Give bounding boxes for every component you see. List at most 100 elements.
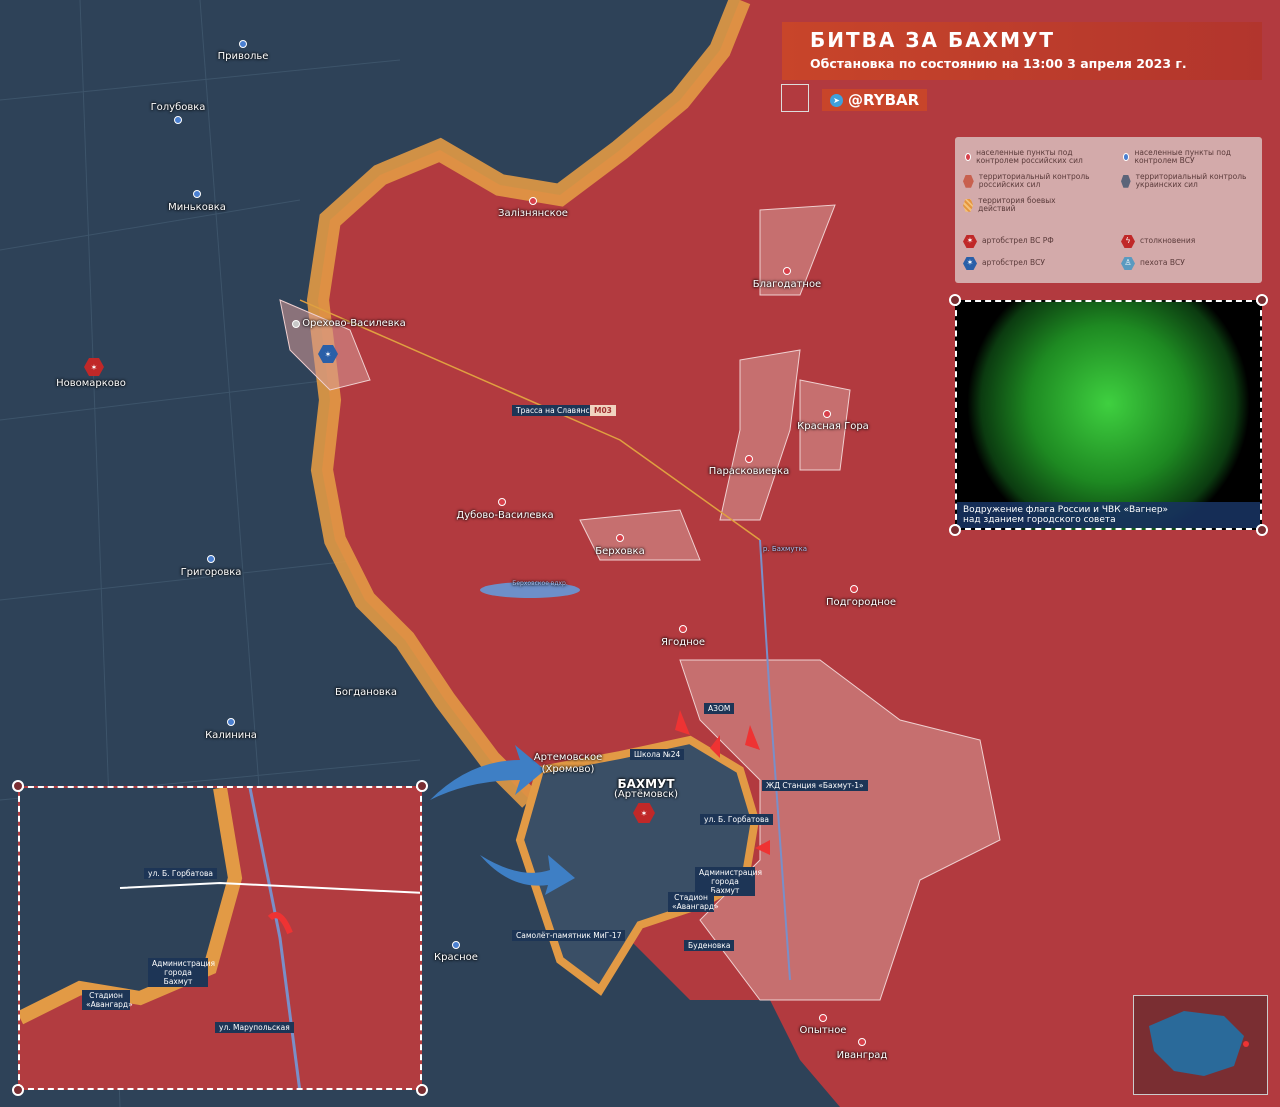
ua-settlement-icon xyxy=(239,40,247,48)
poi-label: Стадион «Авангард» xyxy=(82,990,133,1010)
ru-settlement-icon xyxy=(616,534,624,542)
channel-badge: ➤ @RYBAR xyxy=(822,89,928,111)
ru-artillery-icon: ✶ xyxy=(633,803,655,823)
settlement-label: Залізнянское xyxy=(498,208,568,219)
inset-corner xyxy=(416,780,428,792)
settlement-label: Красное xyxy=(434,952,478,963)
ua-settlement-icon xyxy=(227,718,235,726)
hatched-hexagon-icon xyxy=(963,198,974,212)
ua-settlement-icon xyxy=(207,555,215,563)
city-label-alt: (Артёмовск) xyxy=(613,789,679,800)
arrows-ua-infantry xyxy=(430,745,575,895)
overview-minimap xyxy=(1133,995,1268,1095)
inset-map[interactable]: ул. Б. Горбатова Администрация города Ба… xyxy=(18,786,422,1090)
decor-square xyxy=(781,84,809,112)
settlement-label: Голубовка xyxy=(150,102,206,113)
ua-artillery-icon: ✶ xyxy=(318,345,338,363)
gray-hexagon-icon xyxy=(1121,174,1131,188)
settlement-label: Парасковиевка xyxy=(708,466,790,477)
channel-name: @RYBAR xyxy=(848,91,920,109)
settlement-label: Красная Гора xyxy=(797,421,869,432)
settlement-label: Благодатное xyxy=(752,279,822,290)
bakhmutka-river xyxy=(759,539,791,981)
poi-label: Администрация города Бахмут xyxy=(148,958,215,987)
ru-settlement-icon xyxy=(850,585,858,593)
settlement-icon xyxy=(292,320,300,328)
title-banner: БИТВА ЗА БАХМУТ Обстановка по состоянию … xyxy=(782,22,1262,80)
inset-corner xyxy=(416,1084,428,1096)
ru-settlement-icon xyxy=(529,197,537,205)
legend-label: населенные пункты под контролем российск… xyxy=(976,148,1083,166)
settlement-label: Григоровка xyxy=(180,567,242,578)
legend-label: артобстрел ВСУ xyxy=(982,258,1045,268)
reservoir-label: Берховское вдхр. xyxy=(512,580,568,587)
settlement-label: Берховка xyxy=(595,546,645,557)
field-grid xyxy=(0,0,421,1107)
ru-settlement-icon xyxy=(858,1038,866,1046)
photo-corner xyxy=(1256,524,1268,536)
ua-settlement-icon xyxy=(193,190,201,198)
ru-settlement-icon xyxy=(819,1014,827,1022)
road-number-badge: М03 xyxy=(590,405,616,416)
map-title: БИТВА ЗА БАХМУТ xyxy=(810,28,1056,52)
clash-icon: ϟ xyxy=(1121,235,1135,248)
poi-label: Буденовка xyxy=(684,940,735,951)
settlement-label: Приволье xyxy=(217,51,269,62)
inset-canvas xyxy=(20,788,420,1088)
legend-label: пехота ВСУ xyxy=(1140,258,1185,268)
settlement-label: Подгородное xyxy=(825,597,897,608)
settlement-label: Опытное xyxy=(799,1025,847,1036)
infantry-icon: ♙ xyxy=(1121,257,1135,270)
legend-label: артобстрел ВС РФ xyxy=(982,236,1054,246)
legend-label: территориальный контроль украинских сил xyxy=(1135,172,1247,190)
photo-night-vision[interactable]: Водружение флага России и ЧВК «Вагнер» на… xyxy=(955,300,1262,530)
caption-line: Водружение флага России и ЧВК «Вагнер» xyxy=(963,505,1169,515)
berkhovka-reservoir xyxy=(480,582,580,598)
photo-caption: Водружение флага России и ЧВК «Вагнер» на… xyxy=(957,502,1260,528)
settlement-label: (Хромово) xyxy=(541,764,595,775)
inset-corner xyxy=(12,780,24,792)
ua-settlement-icon xyxy=(452,941,460,949)
poi-label: Самолёт-памятник МиГ-17 xyxy=(512,930,626,941)
settlement-label: Ивангрaд xyxy=(836,1050,888,1061)
ru-artillery-icon: ✶ xyxy=(84,358,104,376)
blue-dot-icon xyxy=(1123,153,1130,162)
ru-settlement-icon xyxy=(823,410,831,418)
legend: населенные пункты под контролем российск… xyxy=(955,137,1262,283)
ru-settlement-icon xyxy=(498,498,506,506)
ru-settlement-icon xyxy=(783,267,791,275)
city-label: БАХМУТ xyxy=(617,777,675,791)
photo-corner xyxy=(949,524,961,536)
legend-label: территория боевых действий xyxy=(978,196,1056,214)
settlement-label: Ягодное xyxy=(660,637,706,648)
settlement-label: Богдановка xyxy=(335,687,397,698)
legend-label: столкновения xyxy=(1140,236,1196,246)
road-label: Трасса на Славянск xyxy=(512,405,599,416)
m03-road xyxy=(299,299,761,541)
settlement-label: Орехово-Василевка xyxy=(302,318,406,329)
arrows-ru-attack xyxy=(675,710,770,855)
street-label: ул. Б. Горбатова xyxy=(144,868,218,879)
poi-label: Школа №24 xyxy=(630,749,685,760)
ua-settlement-icon xyxy=(174,116,182,124)
ru-artillery-icon: ✶ xyxy=(963,235,977,248)
caption-line: над зданием городского совета xyxy=(963,515,1116,525)
combat-zone-band xyxy=(306,0,751,808)
poi-label: Стадион «Авангард» xyxy=(668,892,719,912)
settlement-label: Миньковка xyxy=(168,202,226,213)
red-dot-icon xyxy=(965,153,972,162)
ru-settlement-icon xyxy=(745,455,753,463)
settlement-label: Артемовское xyxy=(533,752,603,763)
poi-label: ЖД Станция «Бахмут-1» xyxy=(762,780,868,791)
ua-artillery-icon: ✶ xyxy=(963,257,977,270)
photo-corner xyxy=(949,294,961,306)
telegram-icon: ➤ xyxy=(830,93,843,107)
ru-settlement-icon xyxy=(679,625,687,633)
map-subtitle: Обстановка по состоянию на 13:00 3 апрел… xyxy=(810,56,1187,71)
settlement-label: Калинина xyxy=(205,730,257,741)
inset-corner xyxy=(12,1084,24,1096)
settlement-label: Новомарково xyxy=(56,378,126,389)
poi-label: АЗОМ xyxy=(704,703,735,714)
street-label: ул. Б. Горбатова xyxy=(700,814,774,825)
red-hexagon-icon xyxy=(963,174,974,188)
